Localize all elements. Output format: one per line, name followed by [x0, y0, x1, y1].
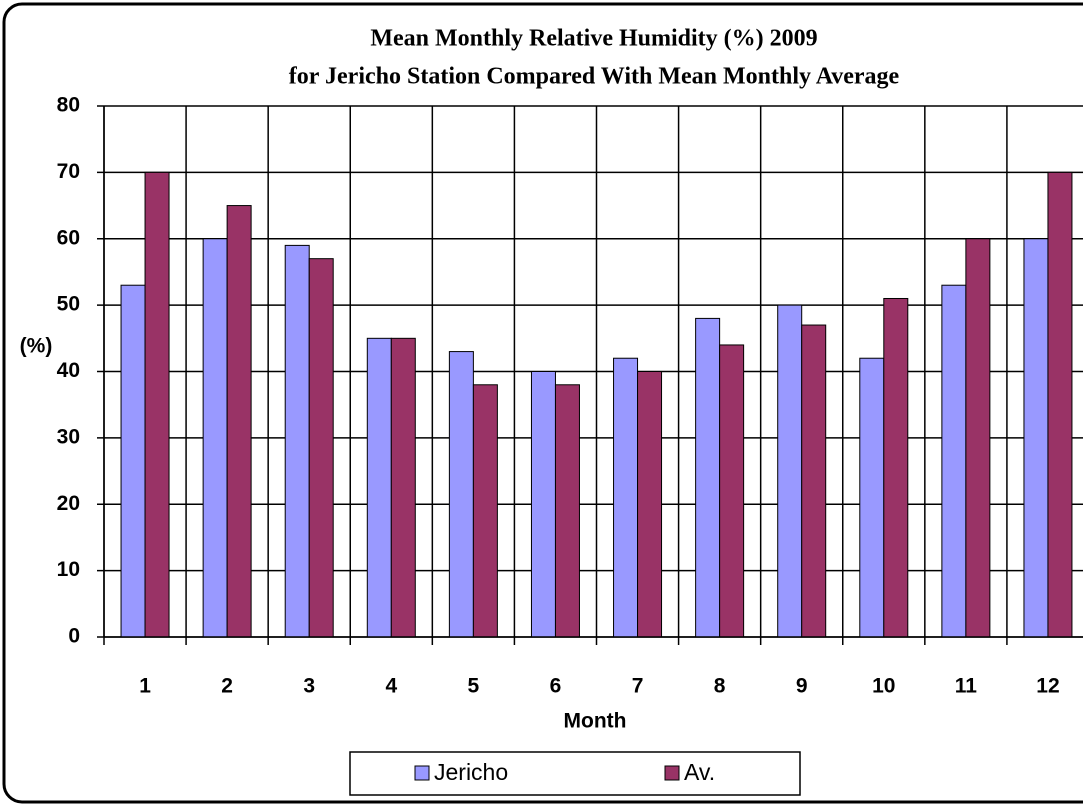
- x-tick-label: 8: [714, 675, 726, 698]
- y-tick-label: 20: [57, 492, 80, 515]
- x-axis-label: Month: [564, 710, 627, 733]
- bar: [883, 297, 909, 638]
- y-tick-label: 10: [57, 558, 80, 581]
- y-tick-label: 50: [57, 293, 80, 316]
- x-tick-label: 12: [1036, 675, 1059, 698]
- bar: [308, 258, 334, 638]
- bar: [1023, 238, 1049, 638]
- x-tick-label: 6: [550, 675, 562, 698]
- x-tick-label: 9: [796, 675, 808, 698]
- bar: [859, 357, 885, 638]
- y-tick-label: 40: [57, 359, 80, 382]
- bar: [448, 351, 474, 638]
- x-tick-label: 7: [632, 675, 644, 698]
- x-tick-label: 5: [468, 675, 480, 698]
- bar: [1047, 171, 1073, 638]
- bar: [801, 324, 827, 638]
- bar: [144, 171, 170, 638]
- bar: [284, 244, 310, 638]
- bar: [472, 384, 498, 638]
- x-tick-label: 11: [955, 675, 978, 698]
- bar: [120, 284, 146, 638]
- x-tick-label: 3: [303, 675, 315, 698]
- bar: [719, 344, 745, 638]
- y-tick-label: 70: [57, 160, 80, 183]
- x-tick-label: 10: [872, 675, 895, 698]
- legend-label: Av.: [684, 759, 715, 785]
- bar: [777, 304, 803, 638]
- legend-swatch: [414, 765, 430, 781]
- chart-title: for Jericho Station Compared With Mean M…: [289, 64, 900, 90]
- x-tick-label: 1: [139, 675, 151, 698]
- y-tick-label: 0: [68, 625, 80, 648]
- y-tick-label: 30: [57, 425, 80, 448]
- legend-swatch: [664, 765, 680, 781]
- x-tick-label: 4: [385, 675, 397, 698]
- bar: [554, 384, 580, 638]
- bar: [941, 284, 967, 638]
- bar: [637, 371, 663, 638]
- legend-label: Jericho: [434, 759, 508, 785]
- chart-title: Mean Monthly Relative Humidity (%) 2009: [370, 26, 817, 52]
- bar: [530, 371, 556, 638]
- bar: [965, 238, 991, 638]
- y-tick-label: 80: [57, 94, 80, 117]
- y-tick-label: 60: [57, 226, 80, 249]
- y-axis-label: (%): [20, 335, 53, 358]
- bar: [390, 337, 416, 638]
- x-tick-label: 2: [221, 675, 233, 698]
- bar: [366, 337, 392, 638]
- bar: [695, 317, 721, 638]
- bar: [226, 205, 252, 638]
- bar: [613, 357, 639, 638]
- bar: [202, 238, 228, 638]
